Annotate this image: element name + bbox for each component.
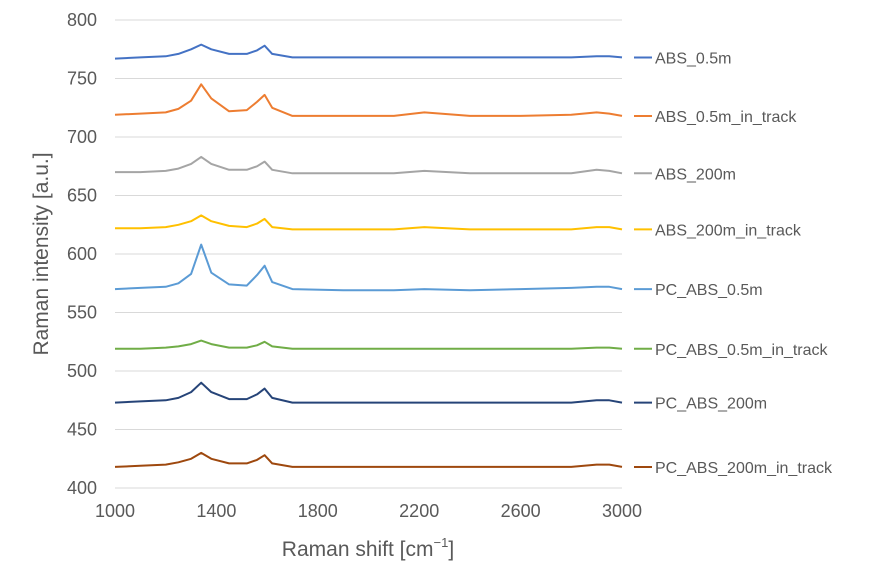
x-tick-label: 3000 xyxy=(602,501,642,521)
y-axis-title: Raman intensity [a.u.] xyxy=(30,152,53,355)
series-line-pc-abs-200m-in-track xyxy=(114,451,623,468)
x-tick-label: 1000 xyxy=(95,501,135,521)
series-line-pc-abs-0-5m xyxy=(114,243,623,292)
legend-label: ABS_200m xyxy=(655,166,736,183)
legend-label: ABS_0.5m xyxy=(655,50,731,67)
y-tick-label: 450 xyxy=(67,420,97,440)
x-tick-label: 2600 xyxy=(501,501,541,521)
y-tick-label: 500 xyxy=(67,361,97,381)
y-tick-label: 550 xyxy=(67,303,97,323)
x-tick-label: 2200 xyxy=(399,501,439,521)
y-tick-label: 400 xyxy=(67,478,97,498)
series-line-abs-0-5m-in-track xyxy=(114,83,623,117)
legend-label: ABS_0.5m_in_track xyxy=(655,109,797,126)
x-axis-title-main: Raman shift [cm xyxy=(282,538,434,561)
y-tick-label: 800 xyxy=(67,10,97,30)
legend-label: ABS_200m_in_track xyxy=(655,222,802,239)
gridlines xyxy=(115,19,622,489)
x-tick-label: 1400 xyxy=(196,501,236,521)
y-tick-label: 700 xyxy=(67,127,97,147)
legend-label: PC_ABS_0.5m_in_track xyxy=(655,342,829,359)
legend: ABS_0.5m ABS_0.5m_in_track ABS_200m ABS_200… xyxy=(634,50,833,477)
x-tick-labels: 1000 1400 1800 2200 2600 3000 xyxy=(95,501,642,521)
x-axis-title-suffix: ] xyxy=(448,538,454,561)
x-axis-title: Raman shift [cm−1] xyxy=(282,535,454,561)
y-tick-label: 650 xyxy=(67,186,97,206)
x-axis-title-superscript: −1 xyxy=(434,535,449,550)
x-tick-label: 1800 xyxy=(298,501,338,521)
series-line-pc-abs-0-5m-in-track xyxy=(115,339,623,350)
series-line-abs-200m-in-track xyxy=(115,214,623,231)
legend-label: PC_ABS_200m_in_track xyxy=(655,460,833,477)
y-tick-label: 750 xyxy=(67,69,97,89)
y-tick-label: 600 xyxy=(67,244,97,264)
series-lines xyxy=(114,43,623,468)
series-line-abs-0-5m xyxy=(114,43,623,60)
series-line-pc-abs-200m xyxy=(114,381,623,404)
legend-label: PC_ABS_200m xyxy=(655,396,767,413)
legend-label: PC_ABS_0.5m xyxy=(655,282,763,299)
series-line-abs-200m xyxy=(115,155,623,175)
y-tick-labels: 400 450 500 550 600 650 700 750 800 xyxy=(67,10,97,498)
